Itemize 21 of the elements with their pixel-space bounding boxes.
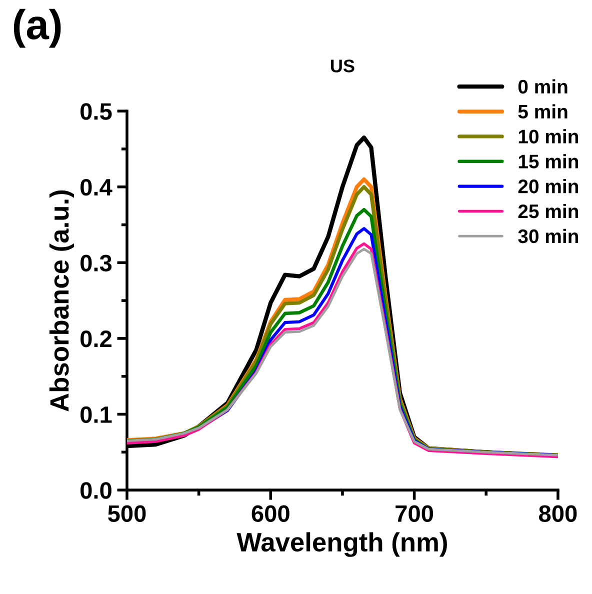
x-tick-label: 500	[108, 505, 146, 522]
legend-label: 30 min	[518, 228, 578, 244]
y-tick-label: 0.5	[80, 103, 112, 120]
legend-label: 0 min	[518, 79, 568, 94]
legend-label: 20 min	[518, 179, 578, 194]
y-tick-label: 0.1	[80, 406, 112, 424]
legend-label: 10 min	[518, 129, 578, 144]
chart-title: US	[331, 60, 354, 72]
x-tick-label: 800	[539, 505, 577, 522]
x-tick-label: 600	[252, 505, 290, 522]
y-tick-label: 0.0	[80, 482, 112, 499]
y-axis-title: Absorbance (a.u.)	[49, 190, 74, 412]
y-tick-label: 0.2	[80, 330, 112, 348]
x-tick-label: 700	[396, 505, 434, 522]
legend-label: 5 min	[518, 104, 568, 119]
x-axis-title: Wavelength (nm)	[236, 532, 447, 557]
y-tick-label: 0.4	[80, 178, 112, 196]
legend-label: 25 min	[518, 204, 578, 218]
text: (a)	[14, 8, 61, 48]
legend-label: 15 min	[518, 154, 578, 168]
y-tick-label: 0.3	[80, 254, 112, 272]
